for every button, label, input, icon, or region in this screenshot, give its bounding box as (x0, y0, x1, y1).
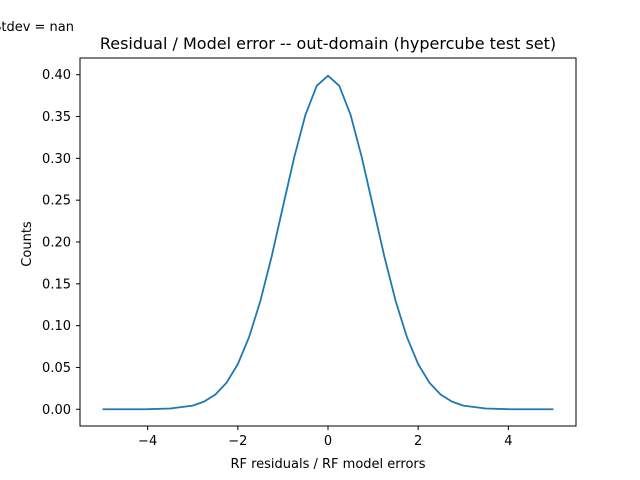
stdev-annotation: Stdev = nan (0, 20, 74, 35)
x-axis: −4 −2 0 2 4 (138, 426, 513, 449)
y-tick-label: 0.20 (42, 236, 71, 251)
y-tick-label: 0.15 (42, 277, 71, 292)
chart-title: Residual / Model error -- out-domain (hy… (100, 34, 556, 53)
plot-area (102, 74, 554, 411)
series-line-0 (102, 74, 554, 411)
plot-frame (79, 57, 577, 427)
y-tick-label: 0.40 (42, 68, 71, 83)
y-tick-label: 0.00 (42, 403, 71, 418)
x-tick-label: 4 (504, 434, 512, 449)
x-tick-label: 2 (414, 434, 422, 449)
y-tick-label: 0.05 (42, 361, 71, 376)
y-tick-label: 0.25 (42, 194, 71, 209)
y-axis-label: Counts (20, 221, 35, 267)
y-axis: 0.00 0.05 0.10 0.15 0.20 0.25 0.30 0.35 0.40 (42, 68, 80, 418)
y-tick-label: 0.35 (42, 110, 71, 125)
x-tick-label: −2 (228, 434, 247, 449)
x-axis-label: RF residuals / RF model errors (230, 457, 425, 472)
y-tick-label: 0.30 (42, 152, 71, 167)
y-tick-label: 0.10 (42, 319, 71, 334)
x-tick-label: −4 (138, 434, 157, 449)
x-tick-label: 0 (324, 434, 332, 449)
